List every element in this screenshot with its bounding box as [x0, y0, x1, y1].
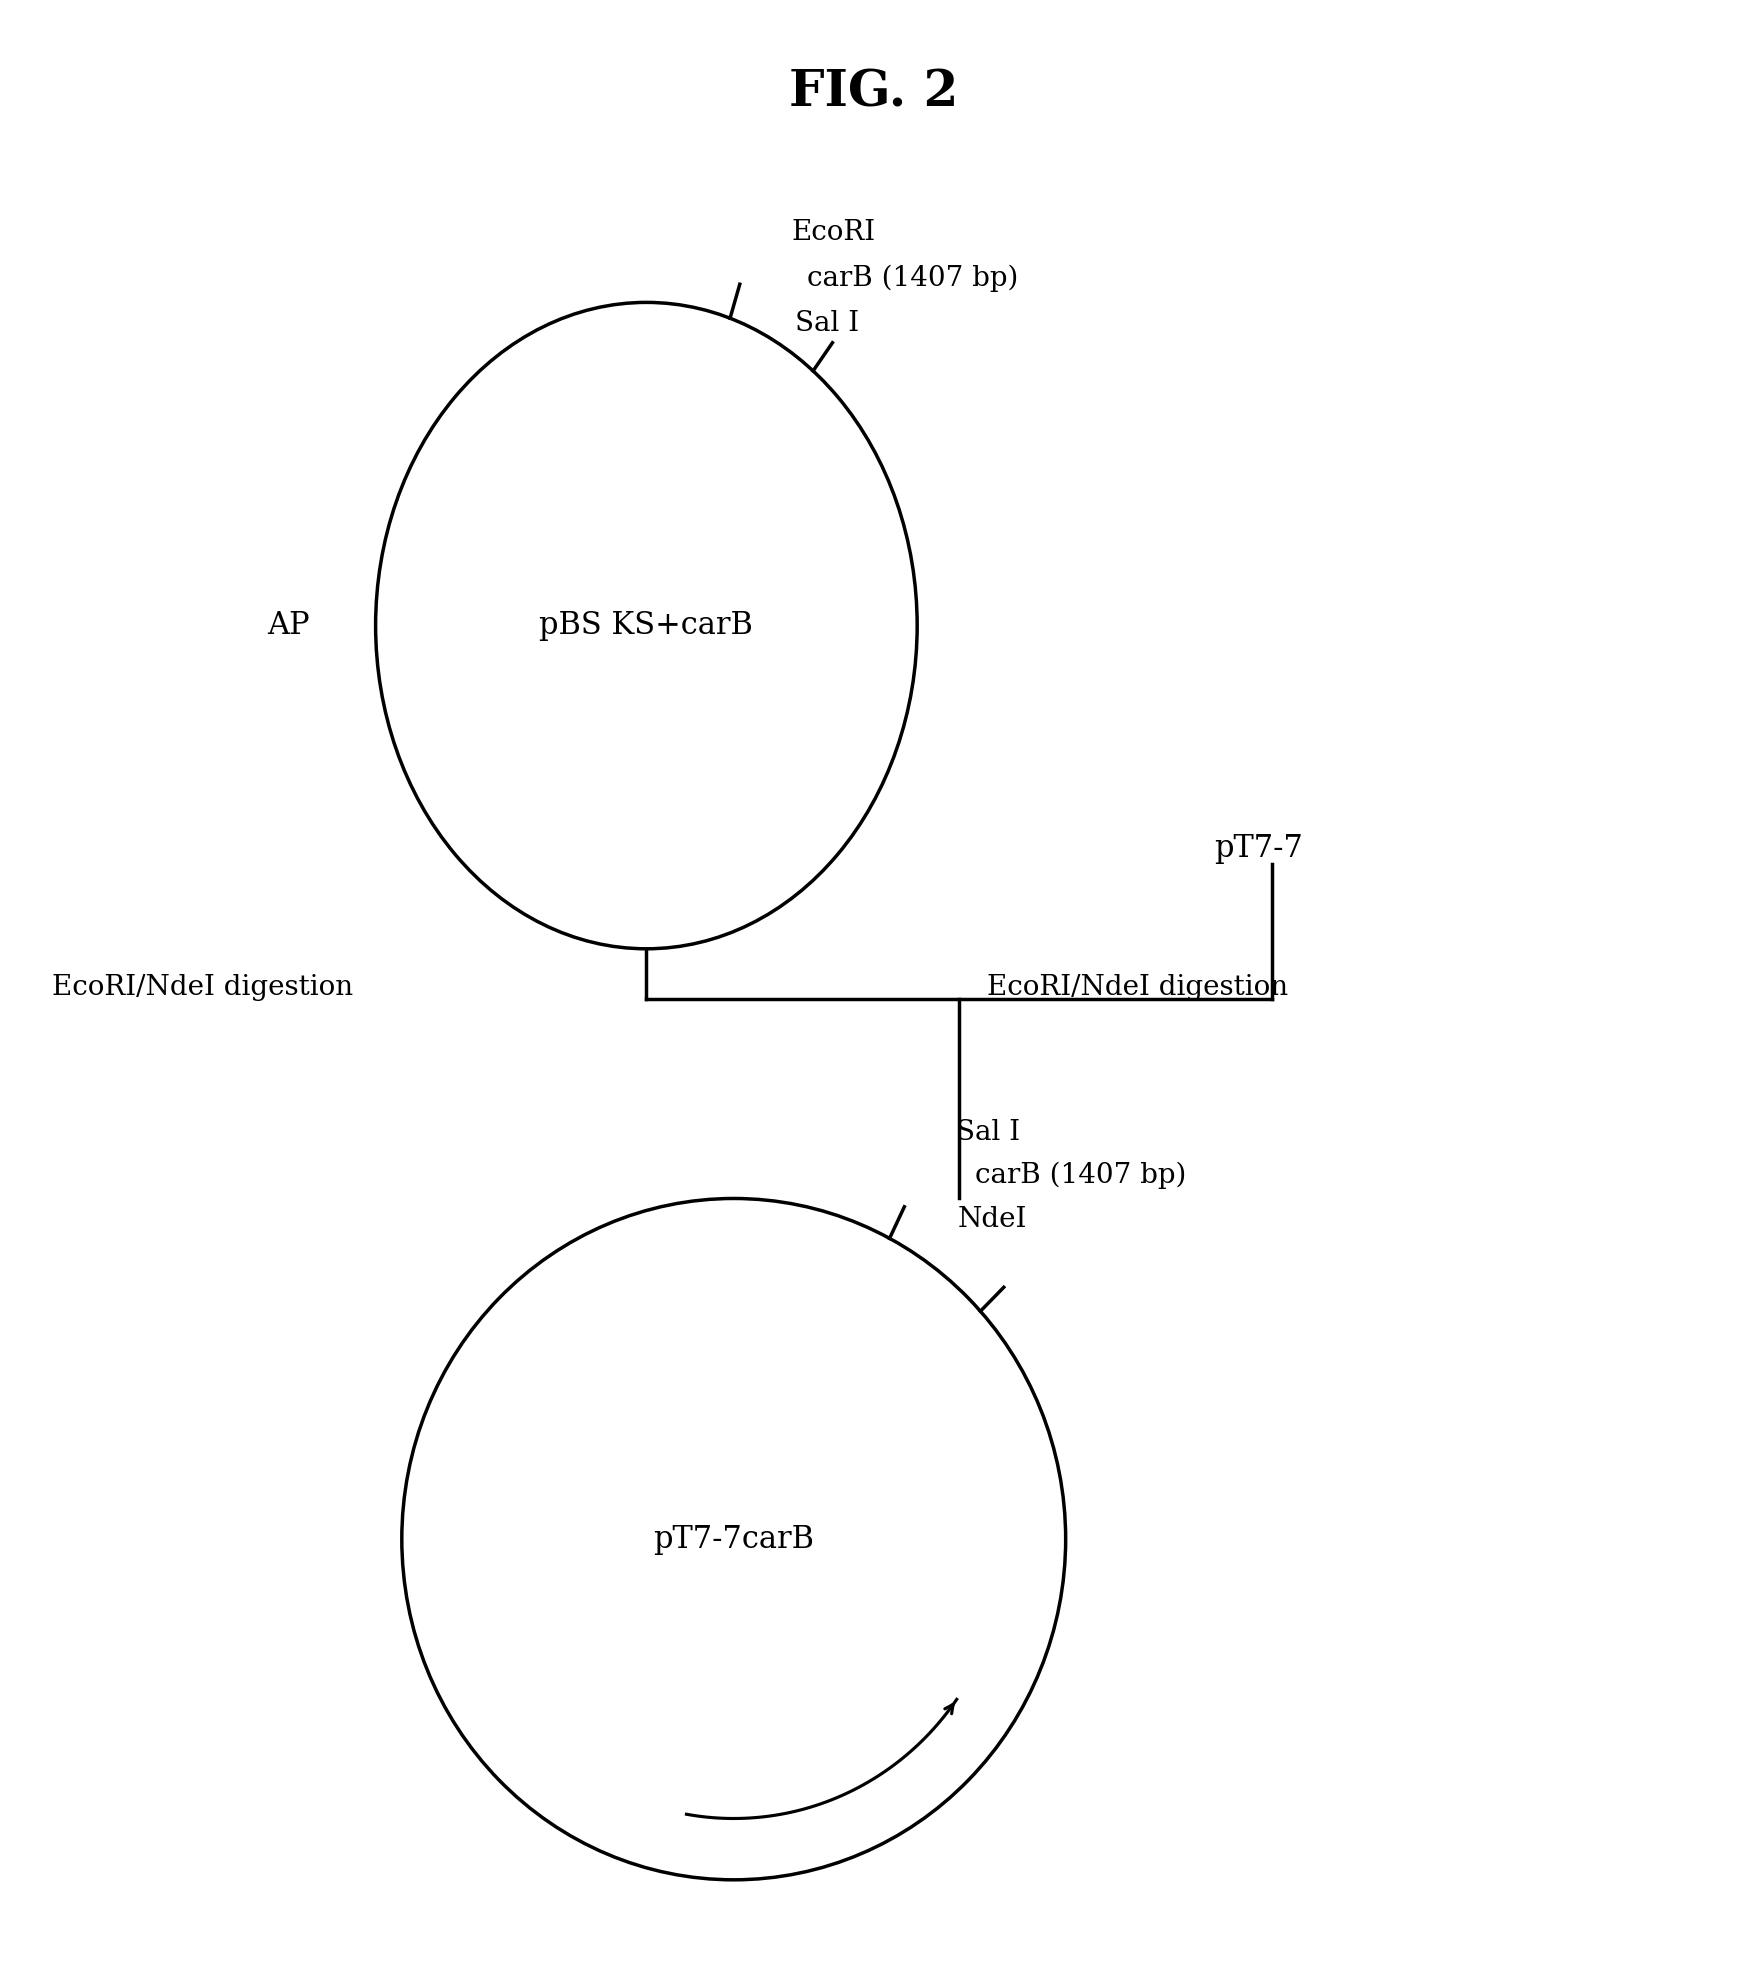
Text: EcoRI: EcoRI	[791, 218, 875, 246]
Text: pBS KS+carB: pBS KS+carB	[540, 610, 753, 641]
Text: EcoRI/NdeI digestion: EcoRI/NdeI digestion	[987, 973, 1288, 1001]
Text: AP: AP	[267, 610, 309, 641]
Text: carB (1407 bp): carB (1407 bp)	[807, 264, 1019, 292]
Ellipse shape	[402, 1198, 1066, 1881]
Text: NdeI: NdeI	[957, 1206, 1027, 1233]
Text: EcoRI/NdeI digestion: EcoRI/NdeI digestion	[52, 973, 353, 1001]
Text: Sal I: Sal I	[795, 310, 860, 338]
Text: pT7-7: pT7-7	[1214, 832, 1303, 864]
Text: pT7-7carB: pT7-7carB	[653, 1523, 814, 1555]
Ellipse shape	[376, 302, 917, 949]
Text: Sal I: Sal I	[956, 1118, 1020, 1146]
Text: FIG. 2: FIG. 2	[790, 70, 957, 117]
Text: carB (1407 bp): carB (1407 bp)	[975, 1162, 1186, 1190]
